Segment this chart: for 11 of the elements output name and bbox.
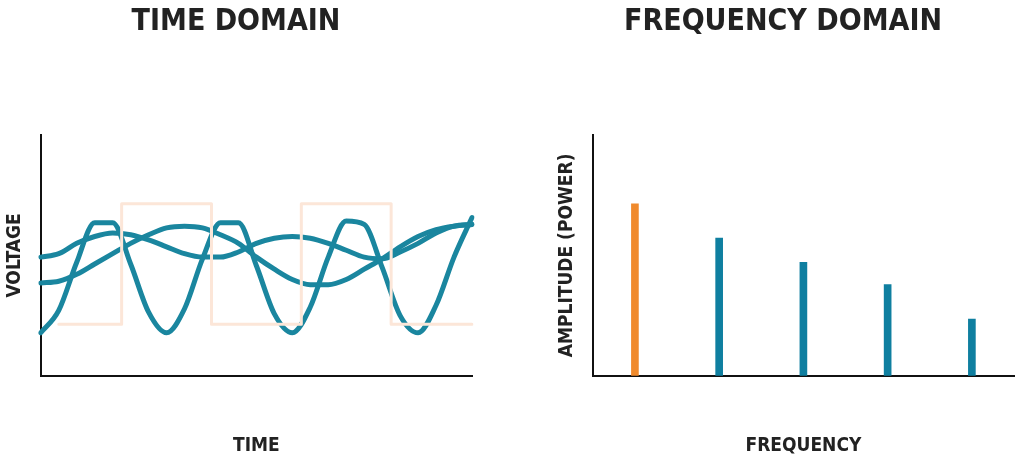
bar (968, 318, 976, 376)
x-axis-title: TIME (233, 432, 280, 455)
chart-title: TIME DOMAIN (131, 1, 341, 37)
bar (883, 284, 892, 376)
bar (799, 261, 808, 376)
chart-title: FREQUENCY DOMAIN (623, 1, 943, 37)
x-axis-title: FREQUENCY (745, 432, 862, 455)
y-axis-title: VOLTAGE (2, 213, 25, 298)
bar (631, 203, 639, 376)
bar (715, 237, 723, 376)
y-axis-title: AMPLITUDE (POWER) (554, 153, 577, 358)
